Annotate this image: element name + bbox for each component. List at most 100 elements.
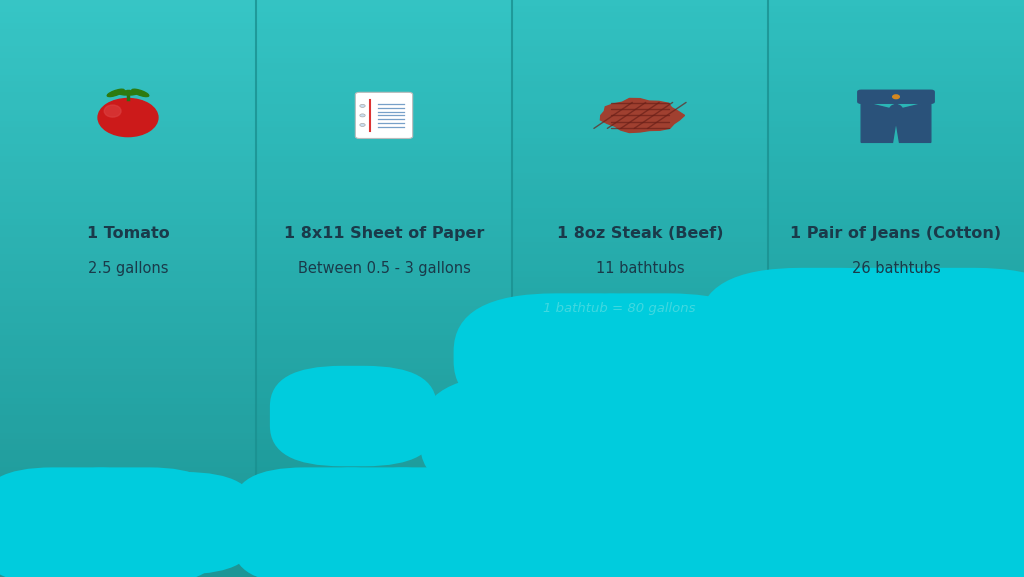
Circle shape [892,314,897,317]
Bar [901,319,905,325]
Circle shape [727,497,731,500]
Circle shape [634,339,639,342]
Circle shape [886,505,890,507]
Bar [805,430,809,434]
Bar [938,334,942,338]
Bar [967,334,971,338]
Bar [558,441,563,446]
Circle shape [550,500,555,503]
Bar [900,382,904,386]
Bar [871,430,876,434]
Bar [558,424,567,425]
Circle shape [816,407,819,409]
Bar [647,441,652,446]
FancyBboxPatch shape [699,268,943,392]
Circle shape [359,114,366,117]
Bar [0,0,256,577]
Circle shape [944,506,949,508]
FancyBboxPatch shape [520,293,770,419]
Bar [804,424,835,429]
Bar [901,559,905,565]
Circle shape [823,504,827,505]
Circle shape [816,455,819,457]
Circle shape [958,506,964,508]
FancyBboxPatch shape [329,385,378,410]
Circle shape [825,554,830,556]
Circle shape [823,456,827,458]
Bar [804,520,835,525]
Bar [901,415,905,421]
Circle shape [609,500,614,503]
FancyBboxPatch shape [833,411,1024,536]
Polygon shape [106,502,150,508]
Ellipse shape [98,99,158,137]
Circle shape [534,419,539,422]
Bar [835,367,839,373]
Bar [558,354,594,360]
Bar [834,430,838,434]
Circle shape [609,419,614,422]
Circle shape [811,506,816,508]
FancyBboxPatch shape [270,366,436,466]
Bar [899,558,907,559]
Bar [592,343,601,344]
Circle shape [944,554,949,556]
Bar [738,441,743,446]
FancyBboxPatch shape [699,555,943,577]
Circle shape [944,362,949,365]
Bar [966,462,974,463]
Bar [804,376,835,381]
Bar [966,414,974,415]
Circle shape [719,416,723,418]
Bar [560,505,564,512]
Bar [834,382,838,386]
Circle shape [714,419,719,422]
Polygon shape [355,502,398,508]
Bar [524,516,560,522]
Circle shape [723,499,727,501]
Bar [584,516,620,522]
FancyBboxPatch shape [766,364,1010,488]
Text: 2.5 gallons: 2.5 gallons [88,261,168,276]
Bar [524,435,560,441]
Bar [870,568,901,573]
Circle shape [811,314,816,317]
Circle shape [892,410,897,413]
Bar [707,522,712,527]
FancyBboxPatch shape [355,92,413,138]
Text: 1 Pair of Jeans (Cotton): 1 Pair of Jeans (Cotton) [791,226,1001,241]
Bar [834,478,838,482]
Circle shape [956,312,961,314]
Circle shape [819,505,823,507]
Bar [620,425,624,432]
Bar [740,505,744,512]
Circle shape [819,409,823,411]
Bar [660,344,665,351]
Bar [966,510,974,511]
Bar [968,559,972,565]
Circle shape [572,335,577,338]
FancyBboxPatch shape [766,555,1010,577]
Circle shape [598,497,602,499]
Circle shape [949,312,952,313]
Bar [805,382,809,386]
Circle shape [606,417,610,419]
Circle shape [890,504,894,505]
FancyBboxPatch shape [699,507,943,577]
Polygon shape [304,502,347,508]
Bar [938,382,942,386]
Circle shape [944,410,949,413]
Bar [617,522,623,527]
Bar [705,516,740,522]
Bar [681,425,685,432]
Bar [968,367,972,373]
Bar [592,361,597,365]
Bar [967,574,971,577]
Bar [966,319,974,320]
FancyBboxPatch shape [232,467,419,577]
Ellipse shape [118,91,138,95]
Circle shape [668,417,672,419]
Circle shape [671,419,676,422]
Circle shape [671,500,676,503]
Circle shape [534,500,539,503]
